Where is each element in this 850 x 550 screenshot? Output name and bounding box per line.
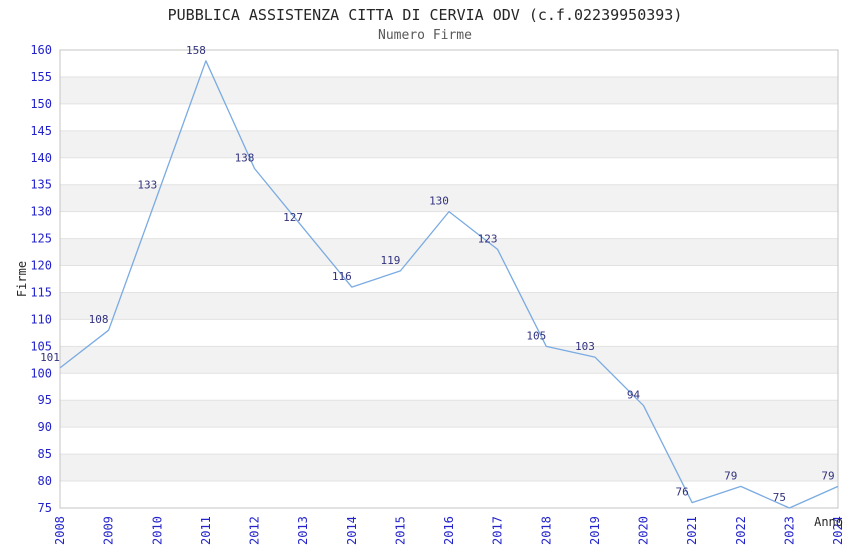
y-tick-label: 160 [30, 43, 52, 57]
x-tick-label: 2020 [637, 516, 651, 545]
x-axis-title: Anno [814, 515, 843, 529]
y-tick-label: 105 [30, 339, 52, 353]
y-tick-label: 115 [30, 285, 52, 299]
y-tick-label: 125 [30, 232, 52, 246]
grid-band [60, 130, 838, 158]
data-point-label: 127 [283, 211, 303, 224]
grid-band [60, 238, 838, 266]
data-point-label: 119 [380, 254, 400, 267]
data-point-label: 101 [40, 351, 60, 364]
y-tick-label: 90 [38, 420, 52, 434]
grid-band [60, 184, 838, 212]
grid-band [60, 454, 838, 482]
grid-band [60, 346, 838, 374]
x-tick-label: 2013 [296, 516, 310, 545]
data-point-label: 75 [773, 491, 786, 504]
data-point-label: 79 [724, 469, 737, 482]
data-point-label: 79 [821, 469, 834, 482]
x-tick-label: 2017 [491, 516, 505, 545]
y-tick-label: 140 [30, 151, 52, 165]
x-tick-label: 2015 [393, 516, 407, 545]
x-tick-label: 2008 [53, 516, 67, 545]
data-point-label: 123 [478, 232, 498, 245]
y-tick-label: 135 [30, 178, 52, 192]
x-tick-label: 2021 [685, 516, 699, 545]
y-tick-label: 110 [30, 312, 52, 326]
data-point-label: 76 [675, 486, 688, 499]
x-tick-label: 2022 [734, 516, 748, 545]
chart-subtitle: Numero Firme [378, 28, 472, 43]
y-tick-label: 145 [30, 124, 52, 138]
data-point-label: 158 [186, 44, 206, 57]
x-tick-label: 2023 [782, 516, 796, 545]
data-point-label: 116 [332, 270, 352, 283]
y-tick-label: 80 [38, 474, 52, 488]
x-tick-label: 2010 [150, 516, 164, 545]
y-tick-label: 155 [30, 70, 52, 84]
y-tick-label: 85 [38, 447, 52, 461]
data-point-label: 94 [627, 389, 641, 402]
plot-frame [59, 49, 839, 509]
data-point-label: 103 [575, 340, 595, 353]
x-tick-label: 2012 [248, 516, 262, 545]
grid-band [60, 292, 838, 320]
x-tick-label: 2009 [102, 516, 116, 545]
y-tick-label: 150 [30, 97, 52, 111]
y-tick-label: 95 [38, 393, 52, 407]
x-tick-label: 2024 [831, 516, 845, 545]
series-line [59, 60, 839, 509]
data-point-label: 105 [526, 329, 546, 342]
grid-band [60, 76, 838, 104]
x-tick-label: 2018 [539, 516, 553, 545]
x-tick-label: 2016 [442, 516, 456, 545]
grid-band [60, 400, 838, 428]
y-tick-label: 100 [30, 366, 52, 380]
data-point-label: 108 [89, 313, 109, 326]
y-axis-title: Firme [15, 261, 29, 297]
data-point-label: 138 [235, 152, 255, 165]
data-point-label: 133 [137, 179, 157, 192]
chart-title: PUBBLICA ASSISTENZA CITTA DI CERVIA ODV … [167, 6, 683, 24]
y-tick-label: 120 [30, 259, 52, 273]
x-tick-label: 2014 [345, 516, 359, 545]
x-tick-label: 2019 [588, 516, 602, 545]
data-point-label: 130 [429, 195, 449, 208]
x-tick-label: 2011 [199, 516, 213, 545]
y-tick-label: 75 [38, 501, 52, 515]
y-tick-label: 130 [30, 205, 52, 219]
